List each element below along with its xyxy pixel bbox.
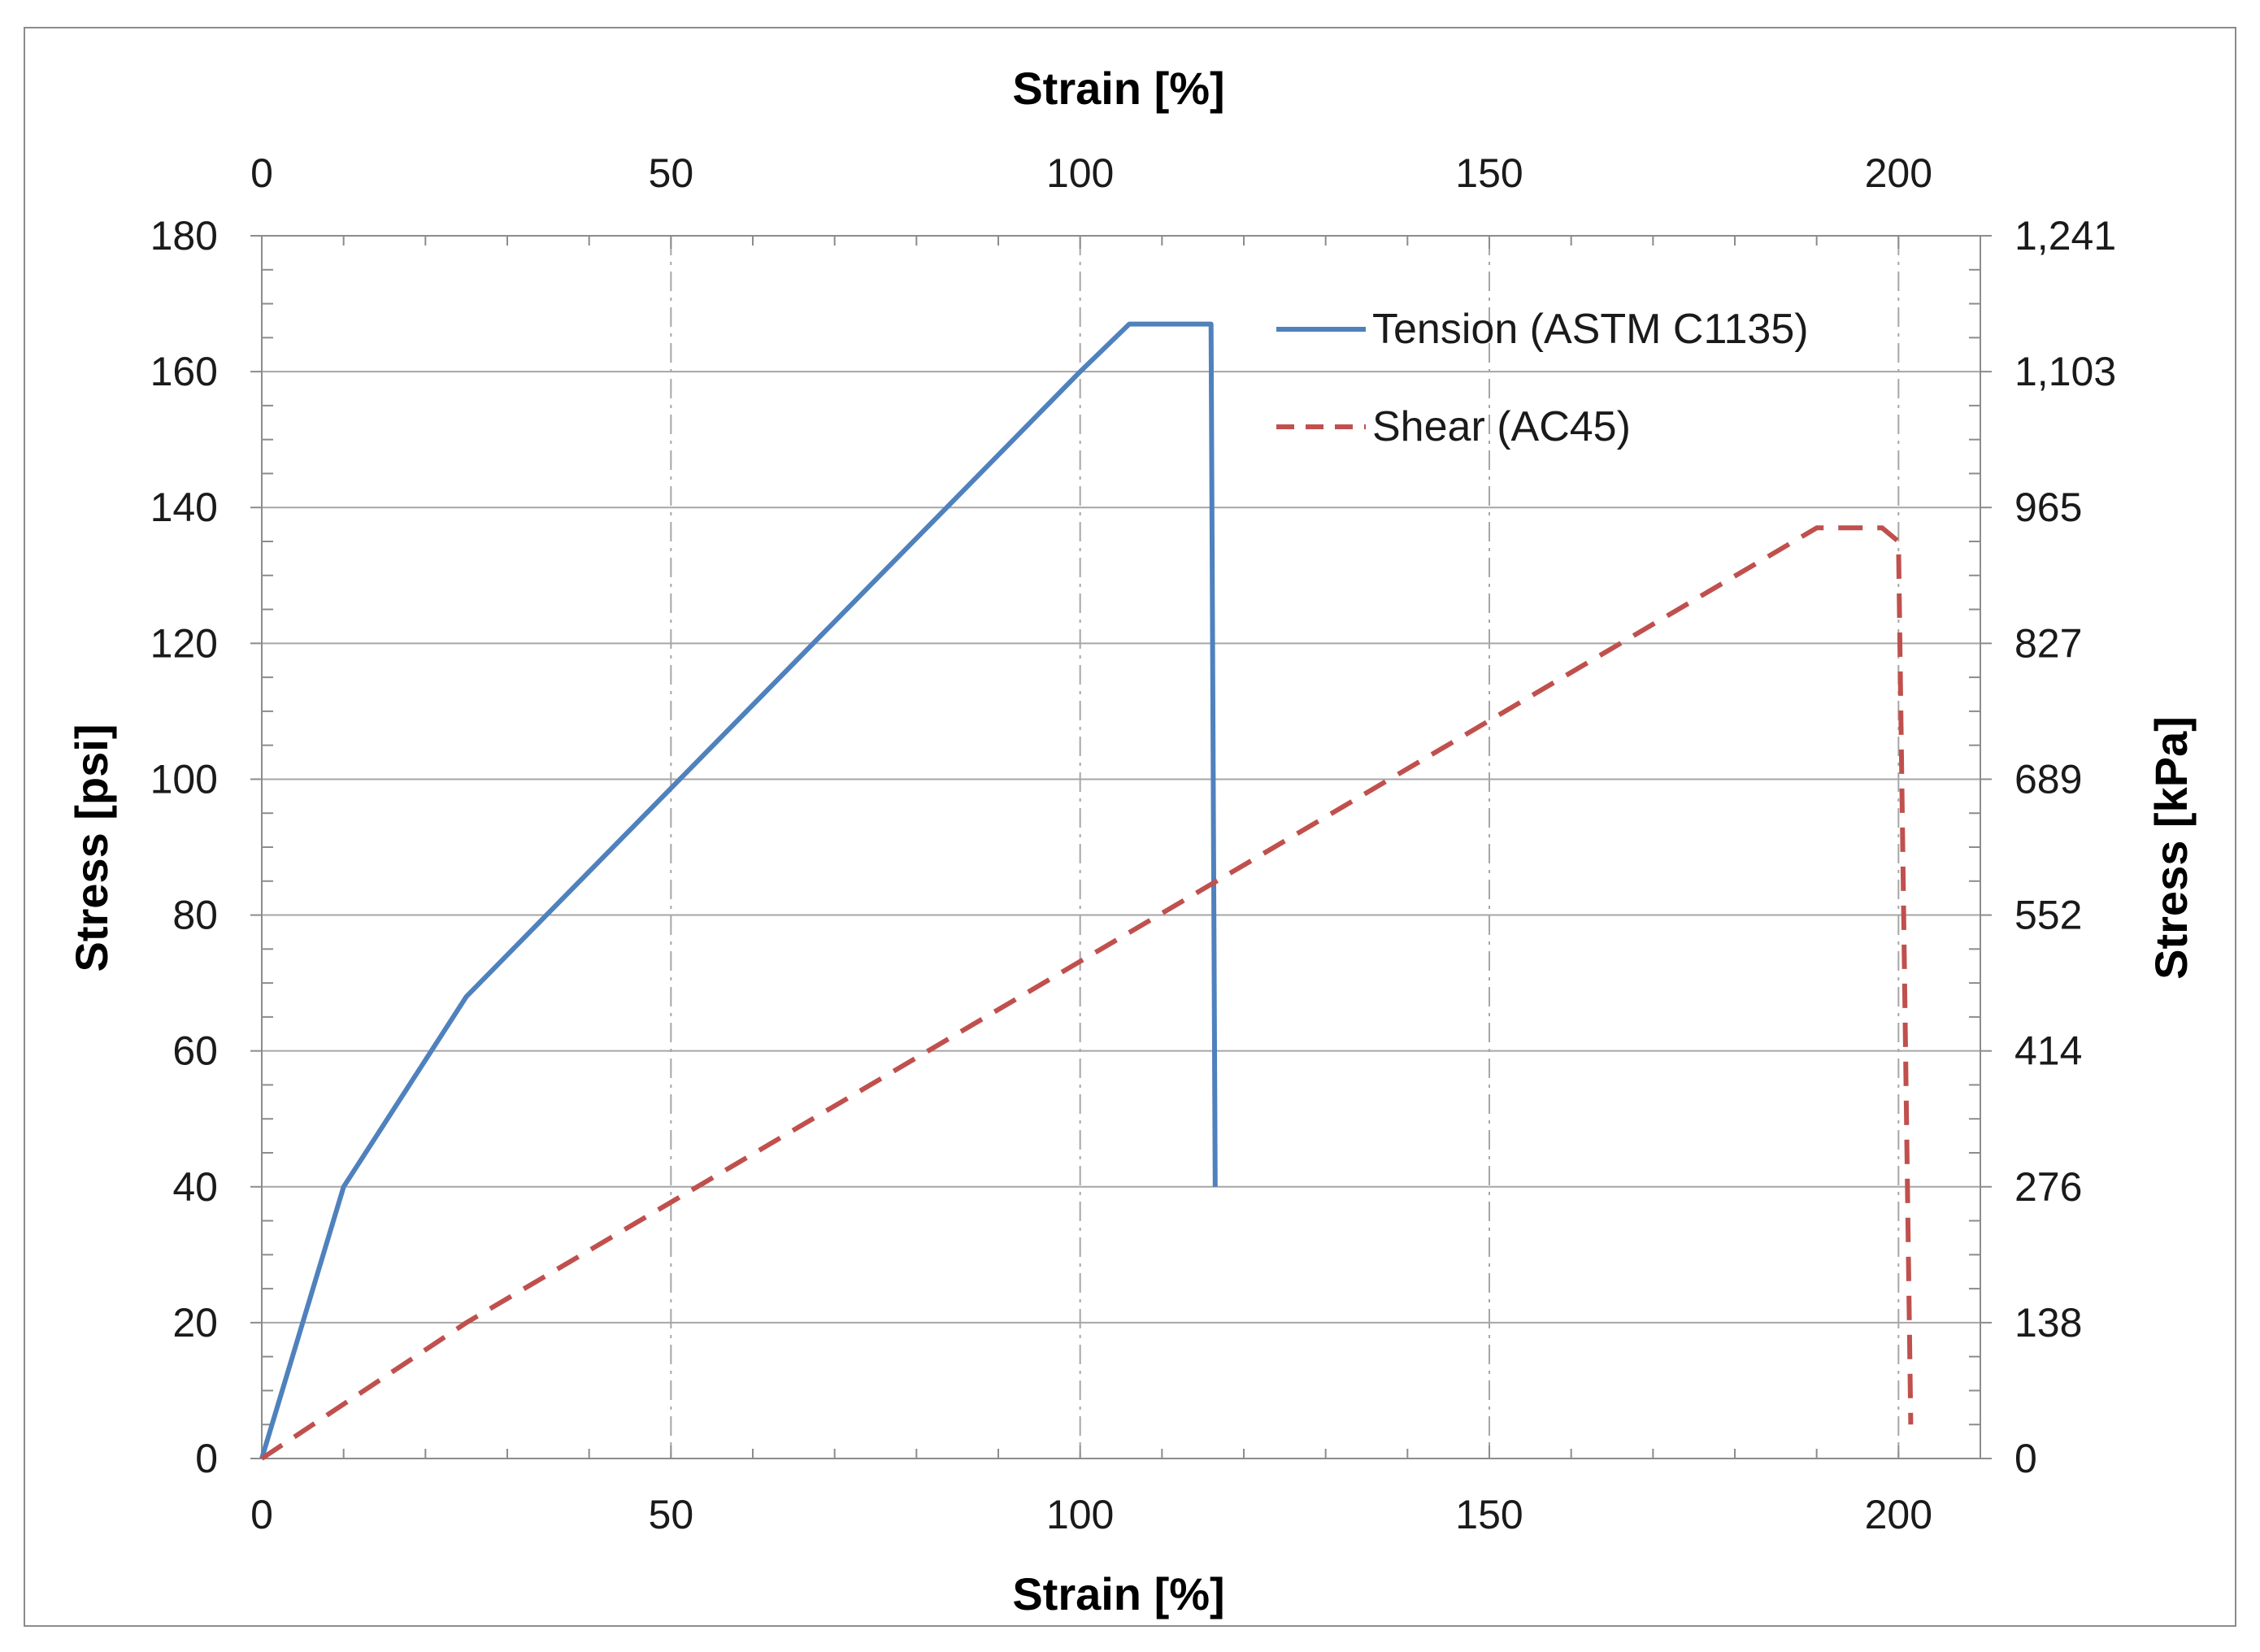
x-axis-title-top: Strain [%] [1012, 63, 1224, 114]
x-tick-label-bottom: 100 [1046, 1492, 1114, 1537]
grid-layer [262, 235, 1980, 1459]
y-tick-label-right: 689 [2014, 756, 2082, 802]
y-axis-title-right: Stress [kPa] [2145, 716, 2197, 980]
series-layer [259, 321, 1914, 1461]
x-tick-label-top: 150 [1455, 150, 1523, 196]
x-axis-title-bottom: Strain [%] [1012, 1568, 1224, 1619]
x-tick-label-top: 50 [649, 150, 694, 196]
y-tick-label-right: 827 [2014, 620, 2082, 666]
y-tick-label-right: 1,103 [2014, 349, 2116, 394]
y-tick-label-left: 180 [150, 213, 218, 259]
y-tick-label-left: 100 [150, 756, 218, 802]
x-tick-label-bottom: 0 [250, 1492, 273, 1537]
legend-label-shear: Shear (AC45) [1372, 403, 1631, 450]
y-tick-label-left: 120 [150, 620, 218, 666]
y-tick-label-right: 414 [2014, 1028, 2082, 1074]
y-tick-label-left: 20 [172, 1300, 218, 1346]
y-tick-label-right: 138 [2014, 1300, 2082, 1346]
x-tick-label-bottom: 50 [649, 1492, 694, 1537]
y-tick-label-left: 40 [172, 1164, 218, 1210]
y-tick-label-right: 552 [2014, 893, 2082, 938]
x-tick-label-top: 0 [250, 150, 273, 196]
y-tick-label-left: 60 [172, 1028, 218, 1074]
legend-label-tension: Tension (ASTM C1135) [1372, 306, 1809, 353]
axes-layer [250, 235, 1992, 1459]
legend: Tension (ASTM C1135) Shear (AC45) [1276, 306, 1809, 450]
y-tick-label-right: 1,241 [2014, 213, 2116, 259]
series-line-shear [260, 525, 1914, 1461]
x-tick-label-bottom: 150 [1455, 1492, 1523, 1537]
y-tick-label-left: 0 [195, 1436, 218, 1481]
y-tick-label-right: 965 [2014, 485, 2082, 530]
series-line-tension [259, 321, 1218, 1459]
x-tick-label-top: 100 [1046, 150, 1114, 196]
y-tick-label-left: 140 [150, 485, 218, 530]
y-axis-title-left: Stress [psi] [66, 724, 117, 972]
x-tick-label-bottom: 200 [1865, 1492, 1932, 1537]
y-tick-label-left: 80 [172, 893, 218, 938]
x-tick-label-top: 200 [1865, 150, 1932, 196]
y-tick-label-right: 0 [2014, 1436, 2037, 1481]
y-tick-label-right: 276 [2014, 1164, 2082, 1210]
y-tick-label-left: 160 [150, 349, 218, 394]
chart-frame [24, 27, 2236, 1627]
